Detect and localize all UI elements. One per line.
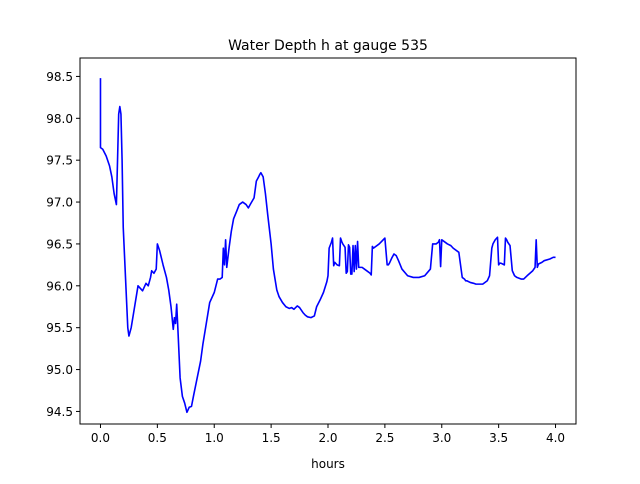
plot-area-frame <box>79 57 577 425</box>
y-tick-label: 96.0 <box>46 279 73 293</box>
x-tick-label: 1.5 <box>262 431 281 445</box>
chart-title: Water Depth h at gauge 535 <box>228 38 428 54</box>
series-line <box>99 78 556 414</box>
x-tick-label: 2.5 <box>375 431 394 445</box>
x-tick-label: 4.0 <box>546 431 565 445</box>
x-tick-label: 2.0 <box>318 431 337 445</box>
y-tick-label: 97.5 <box>46 154 73 168</box>
x-tick-label: 0.0 <box>91 431 110 445</box>
x-axis-label: hours <box>311 457 345 471</box>
y-tick-label: 95.0 <box>46 363 73 377</box>
y-tick-label: 98.5 <box>46 70 73 84</box>
x-tick-label: 3.0 <box>432 431 451 445</box>
y-tick-label: 98.0 <box>46 112 73 126</box>
y-axis-ticks: 94.5 95.0 95.5 96.0 96.5 97.0 97.5 98.0 98.5 <box>46 70 80 419</box>
y-tick-label: 96.5 <box>46 237 73 251</box>
x-tick-label: 0.5 <box>148 431 167 445</box>
y-tick-label: 97.0 <box>46 196 73 210</box>
x-tick-label: 3.5 <box>489 431 508 445</box>
y-tick-label: 95.5 <box>46 321 73 335</box>
x-tick-label: 1.0 <box>205 431 224 445</box>
x-axis-ticks: 0.0 0.5 1.0 1.5 2.0 2.5 3.0 3.5 4.0 <box>91 424 565 445</box>
y-tick-label: 94.5 <box>46 405 73 419</box>
